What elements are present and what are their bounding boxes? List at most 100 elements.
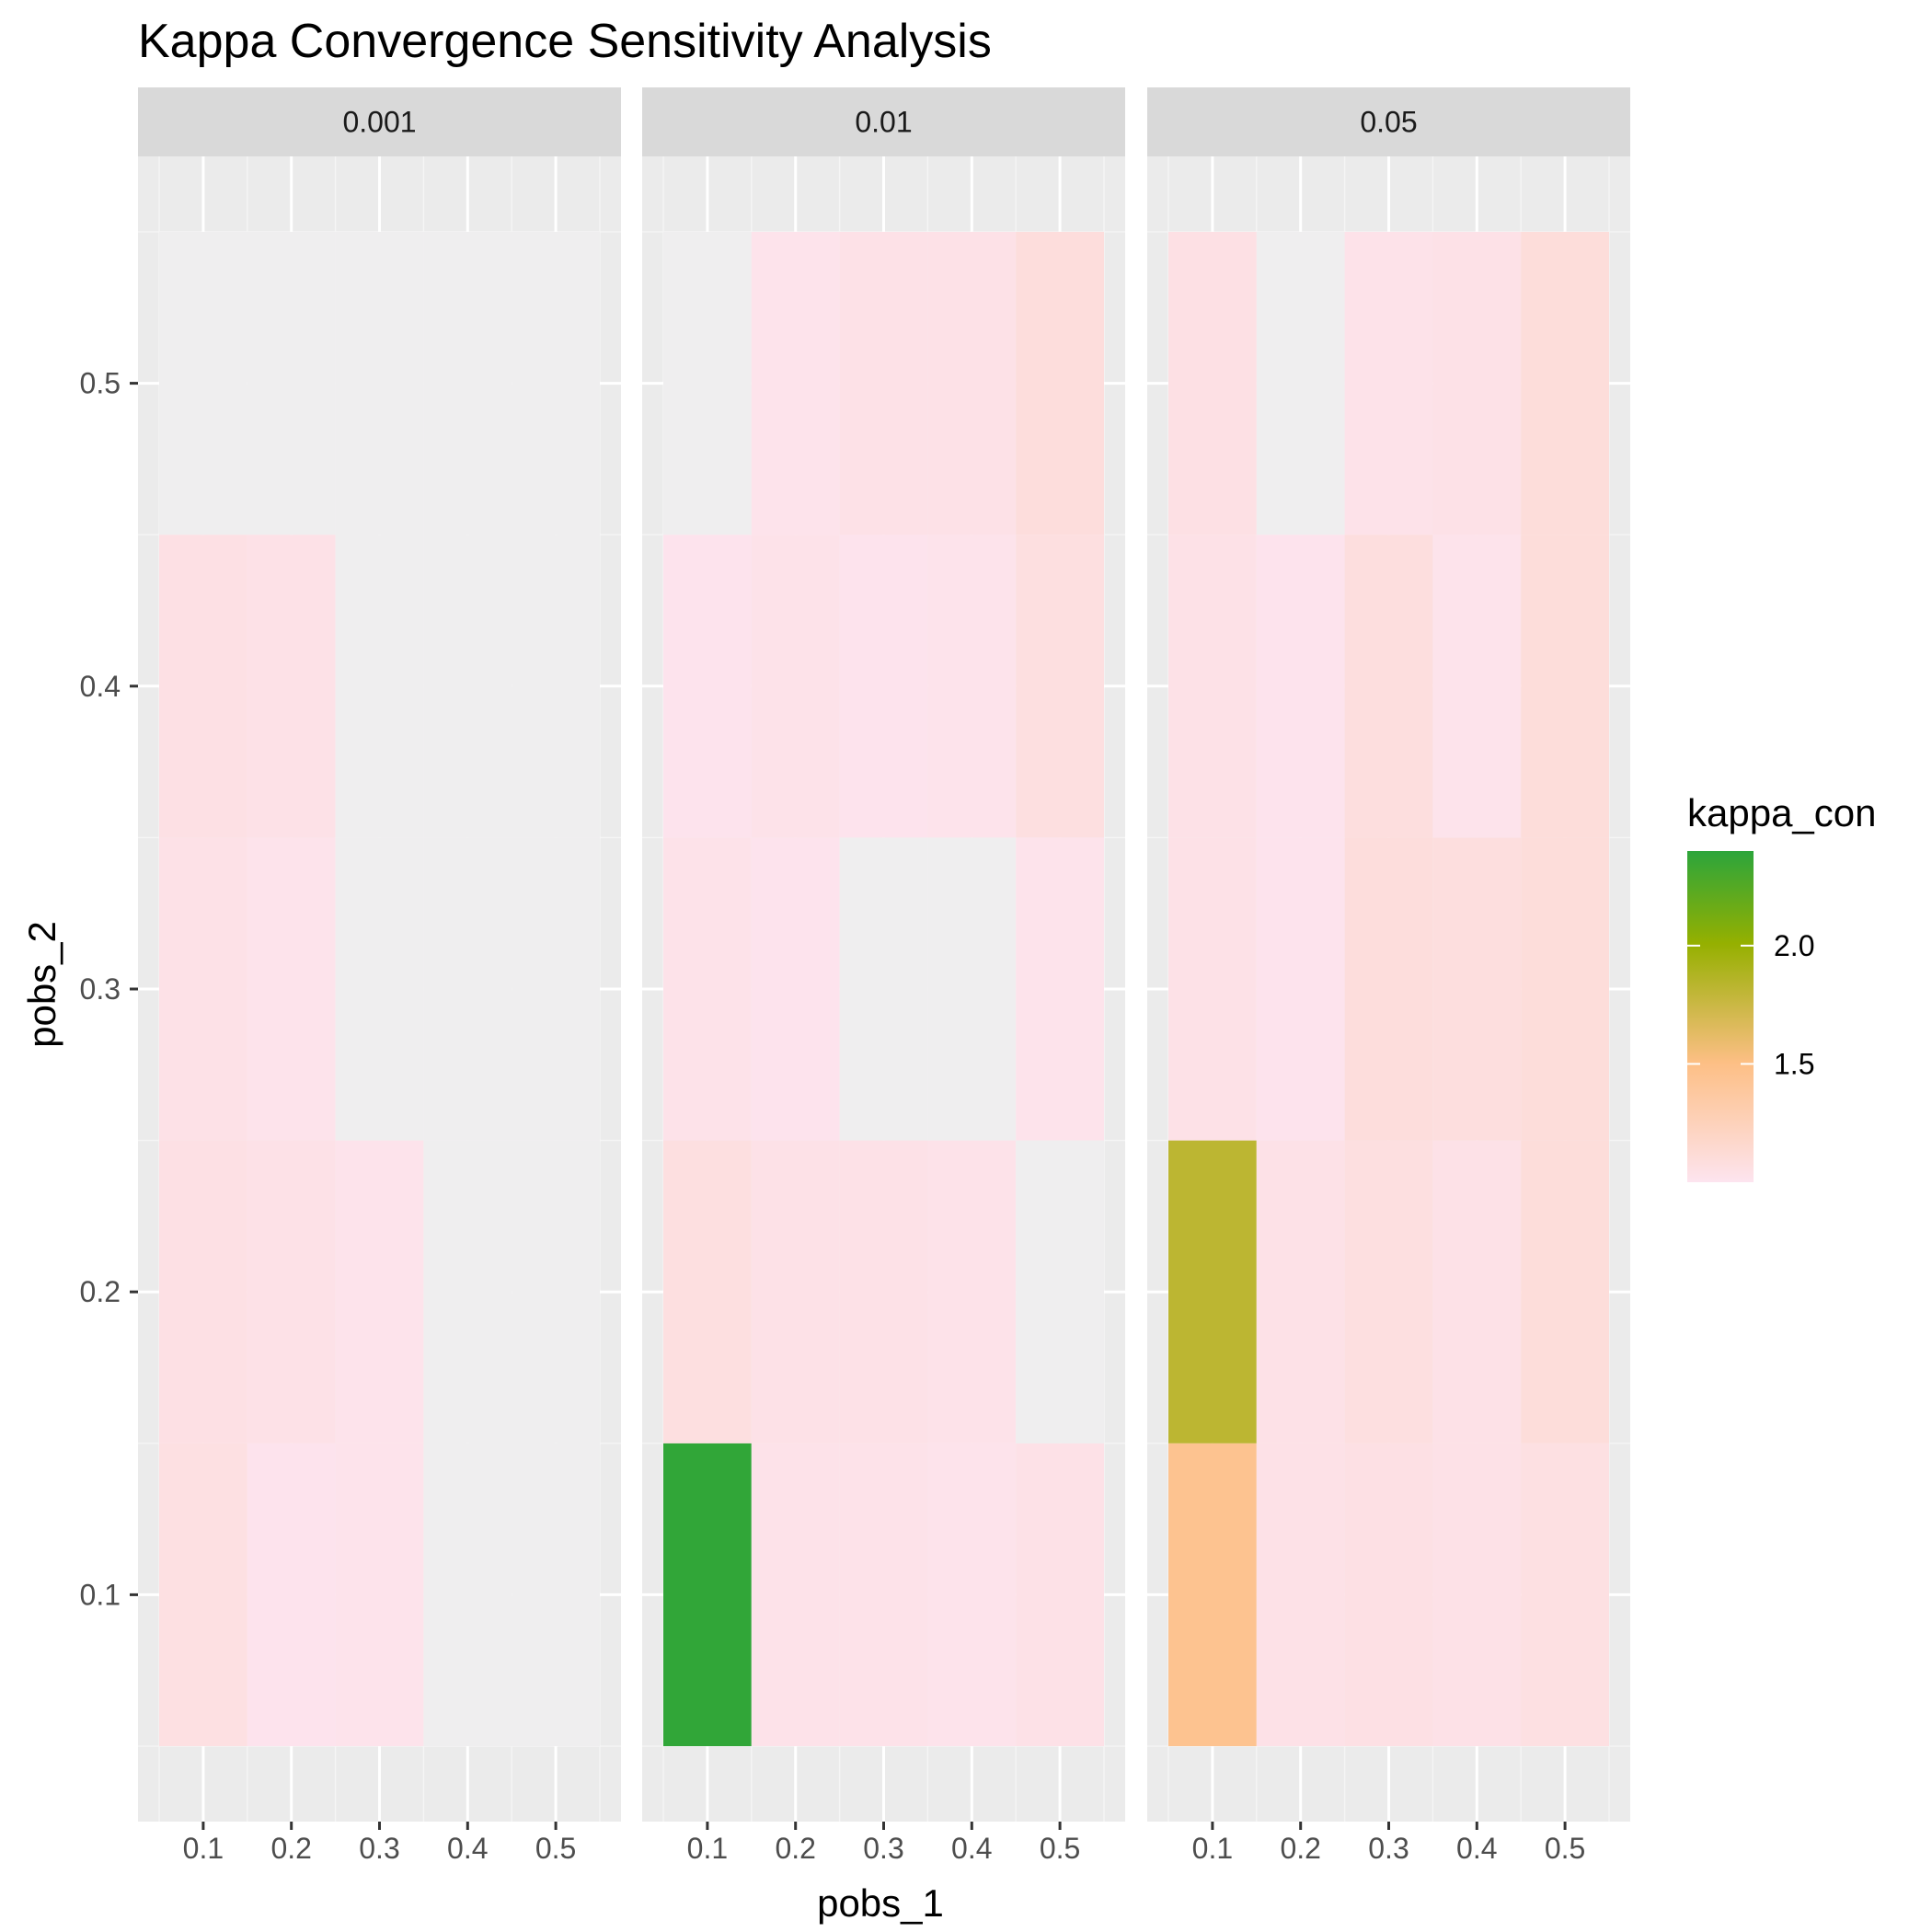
heatmap-tile — [159, 1443, 247, 1746]
heatmap-tile — [247, 1140, 336, 1443]
facet-panel: 0.01 — [642, 87, 1125, 1822]
heatmap-tile — [927, 837, 1017, 1141]
heatmap-tile — [839, 535, 928, 838]
heatmap-tile — [1256, 837, 1345, 1141]
x-tick-label: 0.5 — [1545, 1832, 1585, 1865]
heatmap-tile — [1016, 837, 1104, 1141]
x-tick-label: 0.1 — [687, 1832, 728, 1865]
heatmap-tile — [751, 1443, 840, 1746]
heatmap-tile — [663, 535, 752, 838]
heatmap-tile — [159, 837, 247, 1141]
heatmap-tile — [159, 535, 247, 838]
heatmap-tile — [1521, 837, 1609, 1141]
color-legend: kappa_con 2.0 1.5 — [1687, 791, 1877, 1182]
heatmap-tile — [1521, 1140, 1609, 1443]
heatmap-tile — [1016, 1140, 1104, 1443]
heatmap-tile — [1168, 232, 1257, 535]
heatmap-tile — [1016, 535, 1104, 838]
facet-strip — [1147, 87, 1630, 156]
x-tick-label: 0.4 — [951, 1832, 992, 1865]
heatmap-tile — [1016, 1443, 1104, 1746]
heatmap-tile — [335, 535, 424, 838]
heatmap-tile — [839, 837, 928, 1141]
heatmap-tile — [423, 1140, 512, 1443]
y-tick-label: 0.3 — [80, 972, 121, 1006]
facet-strip-label: 0.05 — [1360, 106, 1417, 139]
heatmap-tile — [927, 1443, 1017, 1746]
legend-colorbar — [1687, 851, 1754, 1182]
heatmap-tile — [159, 1140, 247, 1443]
heatmap-tile — [423, 535, 512, 838]
heatmap-tile — [512, 837, 600, 1141]
facet-strip-label: 0.001 — [342, 106, 416, 139]
heatmap-tile — [423, 1443, 512, 1746]
heatmap-tile — [335, 1140, 424, 1443]
heatmap-tile — [1168, 535, 1257, 838]
heatmap-tile — [839, 1140, 928, 1443]
heatmap-tile — [247, 535, 336, 838]
heatmap-tile — [1432, 1140, 1522, 1443]
x-tick-label: 0.3 — [1368, 1832, 1409, 1865]
legend-tick-label: 1.5 — [1774, 1047, 1814, 1080]
legend-title: kappa_con — [1687, 791, 1877, 834]
facet-panel: 0.05 — [1147, 87, 1630, 1822]
heatmap-tile — [512, 1140, 600, 1443]
facet-strip — [138, 87, 621, 156]
x-tick-label: 0.1 — [183, 1832, 224, 1865]
x-tick-label: 0.2 — [270, 1832, 311, 1865]
heatmap-tile — [1256, 1443, 1345, 1746]
y-tick-label: 0.2 — [80, 1275, 121, 1308]
facet-strip — [642, 87, 1125, 156]
heatmap-tile — [1521, 535, 1609, 838]
heatmap-tile — [1168, 837, 1257, 1141]
heatmap-tile — [663, 1443, 752, 1746]
heatmap-tile — [335, 837, 424, 1141]
y-tick-label: 0.1 — [80, 1578, 121, 1611]
heatmap-tile — [927, 535, 1017, 838]
heatmap-tile — [423, 837, 512, 1141]
heatmap-tile — [927, 232, 1017, 535]
x-tick-label: 0.4 — [1456, 1832, 1497, 1865]
heatmap-tile — [1016, 232, 1104, 535]
heatmap-tile — [1521, 1443, 1609, 1746]
heatmap-tile — [663, 837, 752, 1141]
heatmap-tile — [1344, 232, 1433, 535]
heatmap-tile — [1256, 1140, 1345, 1443]
heatmap-tile — [1432, 837, 1522, 1141]
x-tick-label: 0.2 — [775, 1832, 815, 1865]
x-tick-label: 0.5 — [535, 1832, 576, 1865]
heatmap-tile — [159, 232, 247, 535]
heatmap-tile — [1168, 1140, 1257, 1443]
heatmap-tile — [512, 232, 600, 535]
heatmap-tile — [423, 232, 512, 535]
x-tick-label: 0.3 — [863, 1832, 903, 1865]
legend-tick-label: 2.0 — [1774, 929, 1814, 962]
heatmap-tile — [512, 535, 600, 838]
heatmap-tile — [751, 837, 840, 1141]
legend-ticks: 2.0 1.5 — [1687, 929, 1814, 1080]
facet-panels: 0.001 0.01 0.05 — [138, 87, 1630, 1822]
heatmap-tile — [1256, 232, 1345, 535]
heatmap-tile — [335, 1443, 424, 1746]
x-axis-panel: 0.1 0.2 0.3 0.4 0.5 — [687, 1822, 1080, 1865]
heatmap-tile — [927, 1140, 1017, 1443]
heatmap-tile — [247, 837, 336, 1141]
heatmap-tile — [1344, 1443, 1433, 1746]
heatmap-tile — [751, 232, 840, 535]
x-axis-panel: 0.1 0.2 0.3 0.4 0.5 — [1192, 1822, 1585, 1865]
chart-title: Kappa Convergence Sensitivity Analysis — [138, 15, 992, 68]
heatmap-tile — [663, 232, 752, 535]
heatmap-tile — [1168, 1443, 1257, 1746]
heatmap-tile — [247, 1443, 336, 1746]
heatmap-tile — [1344, 535, 1433, 838]
x-tick-label: 0.2 — [1280, 1832, 1320, 1865]
heatmap-tile — [1521, 232, 1609, 535]
heatmap-tile — [839, 1443, 928, 1746]
x-axes: 0.1 0.2 0.3 0.4 0.5 0.1 0.2 0.3 0.4 0.5 0.1 0.2 0.3 0… — [183, 1822, 1585, 1865]
heatmap-tile — [1432, 232, 1522, 535]
y-axis-title: pobs_2 — [20, 921, 63, 1048]
heatmap-tile — [512, 1443, 600, 1746]
x-tick-label: 0.3 — [359, 1832, 399, 1865]
heatmap-tile — [335, 232, 424, 535]
